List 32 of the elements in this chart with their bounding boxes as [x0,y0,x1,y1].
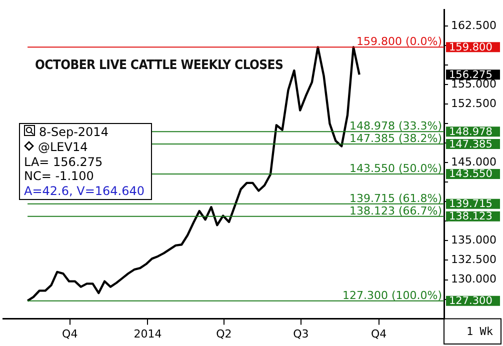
text: 148.978 [449,126,492,138]
ref-line-label: 138.123 (66.7%) [349,204,442,218]
ref-line-label: 139.715 (61.8%) [349,192,442,205]
text: 130.000 [451,272,496,286]
text: 138.123 [449,210,492,223]
text: 1 Wk [466,325,493,338]
ref-line-label: 127.300 (100.0%) [342,288,442,302]
x-tick-label: Q2 [216,327,232,340]
x-tick-label: Q3 [293,327,309,340]
ref-line-label: 147.385 (38.2%) [349,132,442,146]
x-tick-label: Q4 [62,327,78,340]
annotation: LA= 156.275 [24,154,103,169]
annotation: 8-Sep-2014 [39,125,108,139]
annotation: NC= -1.100 [24,169,94,184]
text: 143.550 [449,168,492,180]
ref-line-label: 143.550 (50.0%) [349,162,442,175]
text: OCTOBER LIVE CATTLE WEEKLY CLOSES [35,58,284,73]
y-tick-label: 152.500 [451,96,496,110]
ref-line-label: 148.978 (33.3%) [349,120,442,133]
text: 135.000 [451,234,496,247]
y-tick-label: 145.000 [451,156,496,168]
text: 127.300 [449,295,492,308]
x-tick-label: Q4 [370,327,387,340]
text: 159.800 [449,41,492,54]
y-tick-label: 162.500 [451,18,496,32]
text: 132.500 [451,253,496,266]
annotation: @LEV14 [38,140,88,154]
text: 147.385 [449,138,492,150]
x-tick-label: 2014 [134,327,162,340]
annotation: A=42.6, V=164.640 [24,184,144,198]
text: 139.715 [449,198,492,210]
ref-line-label: 159.800 (0.0%) [356,35,442,48]
